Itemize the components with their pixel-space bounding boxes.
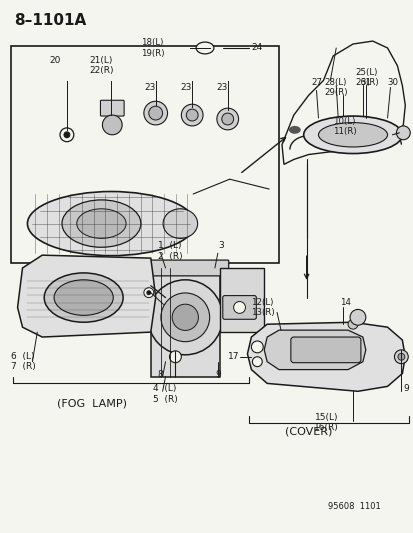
FancyBboxPatch shape <box>147 260 228 276</box>
Text: 95608  1101: 95608 1101 <box>328 502 380 511</box>
Circle shape <box>233 302 245 313</box>
Circle shape <box>251 341 263 353</box>
Text: 6  (L)
7  (R): 6 (L) 7 (R) <box>11 352 36 372</box>
Text: 4  (L)
5  (R): 4 (L) 5 (R) <box>152 384 177 404</box>
Text: 12(L)
13(R): 12(L) 13(R) <box>251 297 274 317</box>
FancyBboxPatch shape <box>100 100 124 116</box>
Text: 3: 3 <box>217 241 223 251</box>
Circle shape <box>397 353 404 360</box>
Text: 23: 23 <box>216 83 227 92</box>
Text: 27: 27 <box>311 78 322 86</box>
Text: (COVER): (COVER) <box>284 427 332 437</box>
Text: 23: 23 <box>180 83 192 92</box>
Circle shape <box>60 128 74 142</box>
Text: 18(L)
19(R): 18(L) 19(R) <box>140 38 164 58</box>
Circle shape <box>396 126 409 140</box>
Ellipse shape <box>44 273 123 322</box>
Ellipse shape <box>76 209 126 238</box>
Circle shape <box>394 350 407 364</box>
Text: 10(L)
11(R): 10(L) 11(R) <box>332 117 356 136</box>
Text: 9: 9 <box>402 384 408 393</box>
Ellipse shape <box>318 123 387 147</box>
Circle shape <box>172 304 198 330</box>
Ellipse shape <box>27 191 195 256</box>
Circle shape <box>102 115 122 135</box>
Text: 14: 14 <box>339 297 350 306</box>
Circle shape <box>221 113 233 125</box>
Text: 28(L)
29(R): 28(L) 29(R) <box>324 78 347 97</box>
Polygon shape <box>281 41 404 164</box>
FancyBboxPatch shape <box>222 296 256 319</box>
FancyBboxPatch shape <box>290 337 360 362</box>
Circle shape <box>161 293 209 342</box>
Text: 21(L)
22(R): 21(L) 22(R) <box>89 56 114 75</box>
Text: 9: 9 <box>214 369 220 378</box>
Text: 30: 30 <box>387 78 398 86</box>
Circle shape <box>169 351 181 362</box>
Text: 15(L)
16(R): 15(L) 16(R) <box>313 413 338 432</box>
Circle shape <box>143 101 167 125</box>
Circle shape <box>186 109 198 121</box>
Circle shape <box>64 132 70 138</box>
Circle shape <box>143 288 153 297</box>
Text: 20: 20 <box>49 56 60 65</box>
Ellipse shape <box>54 280 113 316</box>
Text: 8–1101A: 8–1101A <box>14 13 87 28</box>
Polygon shape <box>247 322 404 391</box>
Text: 24: 24 <box>251 43 262 52</box>
Circle shape <box>252 357 261 367</box>
Ellipse shape <box>196 42 214 54</box>
Circle shape <box>347 319 357 329</box>
Text: (FOG  LAMP): (FOG LAMP) <box>57 398 127 408</box>
Bar <box>11 46 278 263</box>
Ellipse shape <box>62 200 140 247</box>
Ellipse shape <box>288 126 300 134</box>
Bar <box>219 268 263 332</box>
Circle shape <box>146 290 151 295</box>
Text: 1  (L)
2  (R): 1 (L) 2 (R) <box>157 241 182 261</box>
Text: 8: 8 <box>157 369 163 378</box>
Ellipse shape <box>303 116 401 154</box>
Polygon shape <box>17 255 155 337</box>
Circle shape <box>181 104 202 126</box>
Text: 25(L)
26(R): 25(L) 26(R) <box>354 68 378 87</box>
Circle shape <box>147 280 222 355</box>
Text: 31: 31 <box>359 78 370 86</box>
Ellipse shape <box>163 209 197 238</box>
Polygon shape <box>263 330 365 369</box>
Circle shape <box>216 108 238 130</box>
Circle shape <box>148 106 162 120</box>
Text: 17: 17 <box>227 352 239 361</box>
Bar <box>150 268 219 376</box>
Circle shape <box>349 310 365 325</box>
Text: 23: 23 <box>144 83 155 92</box>
